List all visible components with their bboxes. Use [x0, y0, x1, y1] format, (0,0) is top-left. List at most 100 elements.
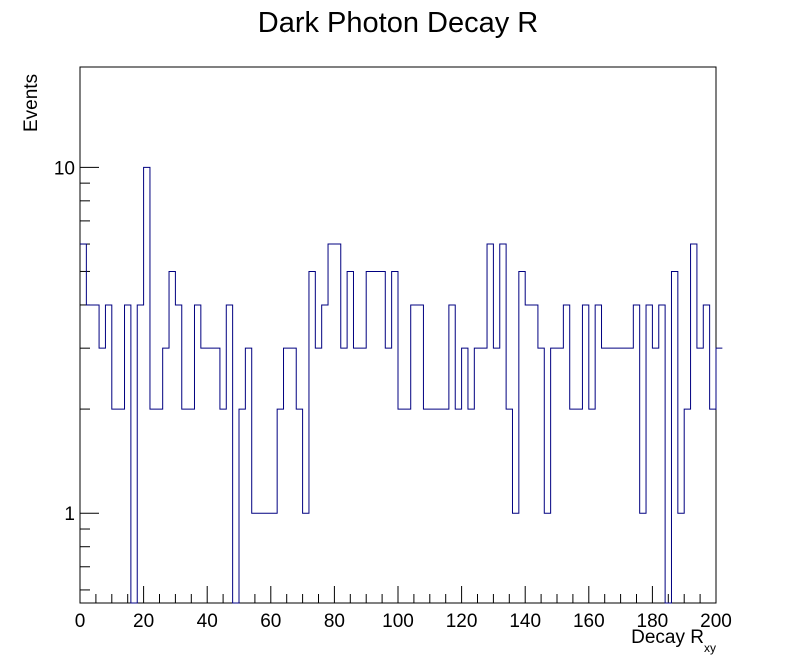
histogram-bin	[551, 348, 557, 603]
y-tick-label: 10	[54, 158, 75, 179]
histogram-bin	[80, 244, 86, 603]
histogram-bin	[303, 513, 309, 603]
histogram-bin	[621, 348, 627, 603]
histogram-bin	[481, 348, 487, 603]
histogram-bin	[716, 348, 722, 603]
x-axis-title-main: Decay R	[631, 627, 704, 648]
histogram-bin	[207, 348, 213, 603]
histogram-bin	[506, 409, 512, 603]
histogram-bin	[392, 271, 398, 603]
histogram-bin	[347, 271, 353, 603]
histogram-bin	[589, 409, 595, 603]
x-tick-label: 140	[509, 611, 541, 632]
histogram-bin	[563, 305, 569, 603]
histogram-bin	[691, 244, 697, 603]
histogram-bin	[474, 348, 480, 603]
x-axis-title: Decay Rxy	[631, 627, 716, 655]
histogram-bin	[239, 409, 245, 603]
histogram-bin	[443, 409, 449, 603]
histogram-bin	[86, 305, 92, 603]
histogram-bin	[462, 348, 468, 603]
histogram-bin	[373, 271, 379, 603]
histogram-bin	[150, 409, 156, 603]
histogram-bin	[614, 348, 620, 603]
histogram-bin	[137, 305, 143, 603]
x-tick-label: 60	[260, 611, 281, 632]
histogram-bin	[398, 409, 404, 603]
histogram-bin	[608, 348, 614, 603]
histogram-bin	[512, 513, 518, 603]
histogram-bin	[296, 409, 302, 603]
histogram-bin	[633, 305, 639, 603]
histogram-bin	[201, 348, 207, 603]
histogram-bin	[436, 409, 442, 603]
histogram-bin	[144, 167, 150, 603]
histogram-bin	[322, 305, 328, 603]
histogram-bin	[576, 409, 582, 603]
y-axis-tick-labels: 1 10	[54, 158, 75, 525]
histogram-bin	[245, 348, 251, 603]
x-tick-label: 120	[446, 611, 478, 632]
histogram-bin	[703, 305, 709, 603]
histogram-bin	[423, 409, 429, 603]
x-tick-label: 180	[637, 611, 669, 632]
histogram-bin	[379, 271, 385, 603]
x-tick-label: 40	[197, 611, 218, 632]
y-axis-title: Events	[21, 74, 42, 132]
histogram-bin	[493, 348, 499, 603]
histogram-bin	[125, 305, 131, 603]
histogram-bin	[697, 348, 703, 603]
histogram-bin	[430, 409, 436, 603]
histogram-bin	[532, 305, 538, 603]
histogram-bin	[328, 244, 334, 603]
histogram-bin	[226, 305, 232, 603]
histogram-bin	[258, 513, 264, 603]
histogram-bin	[188, 409, 194, 603]
histogram-bin	[99, 348, 105, 603]
histogram-bin	[315, 348, 321, 603]
histogram-bin	[500, 244, 506, 603]
histogram-bin	[557, 348, 563, 603]
histogram-bin	[582, 305, 588, 603]
histogram-bin	[519, 271, 525, 603]
histogram-bin	[163, 348, 169, 603]
histogram-bin	[455, 409, 461, 603]
y-tick-label: 1	[64, 504, 75, 525]
histogram-bin	[156, 409, 162, 603]
histogram-bin	[684, 409, 690, 603]
y-axis-ticks	[80, 166, 99, 591]
histogram-bin	[175, 305, 181, 603]
x-axis-tick-labels: 0 20 40 60 80 100 120 140 160 180 200	[75, 611, 732, 632]
x-axis-title-subscript: xy	[704, 641, 716, 655]
histogram-bin	[640, 513, 646, 603]
histogram-bin	[366, 271, 372, 603]
histogram-bin	[671, 271, 677, 603]
x-tick-label: 100	[382, 611, 414, 632]
histogram-line	[80, 166, 723, 604]
x-axis-ticks	[79, 586, 717, 603]
histogram-bin	[404, 409, 410, 603]
histogram-bin	[93, 305, 99, 603]
histogram-bin	[105, 305, 111, 603]
histogram-bin	[659, 305, 665, 603]
histogram-bin	[252, 513, 258, 603]
chart-title: Dark Photon Decay R	[258, 7, 538, 39]
histogram-bin	[417, 305, 423, 603]
histogram-bins	[80, 167, 722, 603]
histogram-bin	[570, 409, 576, 603]
x-tick-label: 80	[324, 611, 345, 632]
histogram-bin	[169, 271, 175, 603]
x-tick-label: 200	[700, 611, 732, 632]
histogram-bin	[271, 513, 277, 603]
histogram-bin	[353, 348, 359, 603]
histogram-bin	[678, 513, 684, 603]
histogram-bin	[264, 513, 270, 603]
histogram-bin	[277, 409, 283, 603]
histogram-bin	[487, 244, 493, 603]
histogram-bin	[334, 244, 340, 603]
histogram-bin	[468, 409, 474, 603]
histogram-bin	[341, 348, 347, 603]
histogram-bin	[309, 271, 315, 603]
histogram-bin	[602, 348, 608, 603]
x-tick-label: 20	[133, 611, 154, 632]
